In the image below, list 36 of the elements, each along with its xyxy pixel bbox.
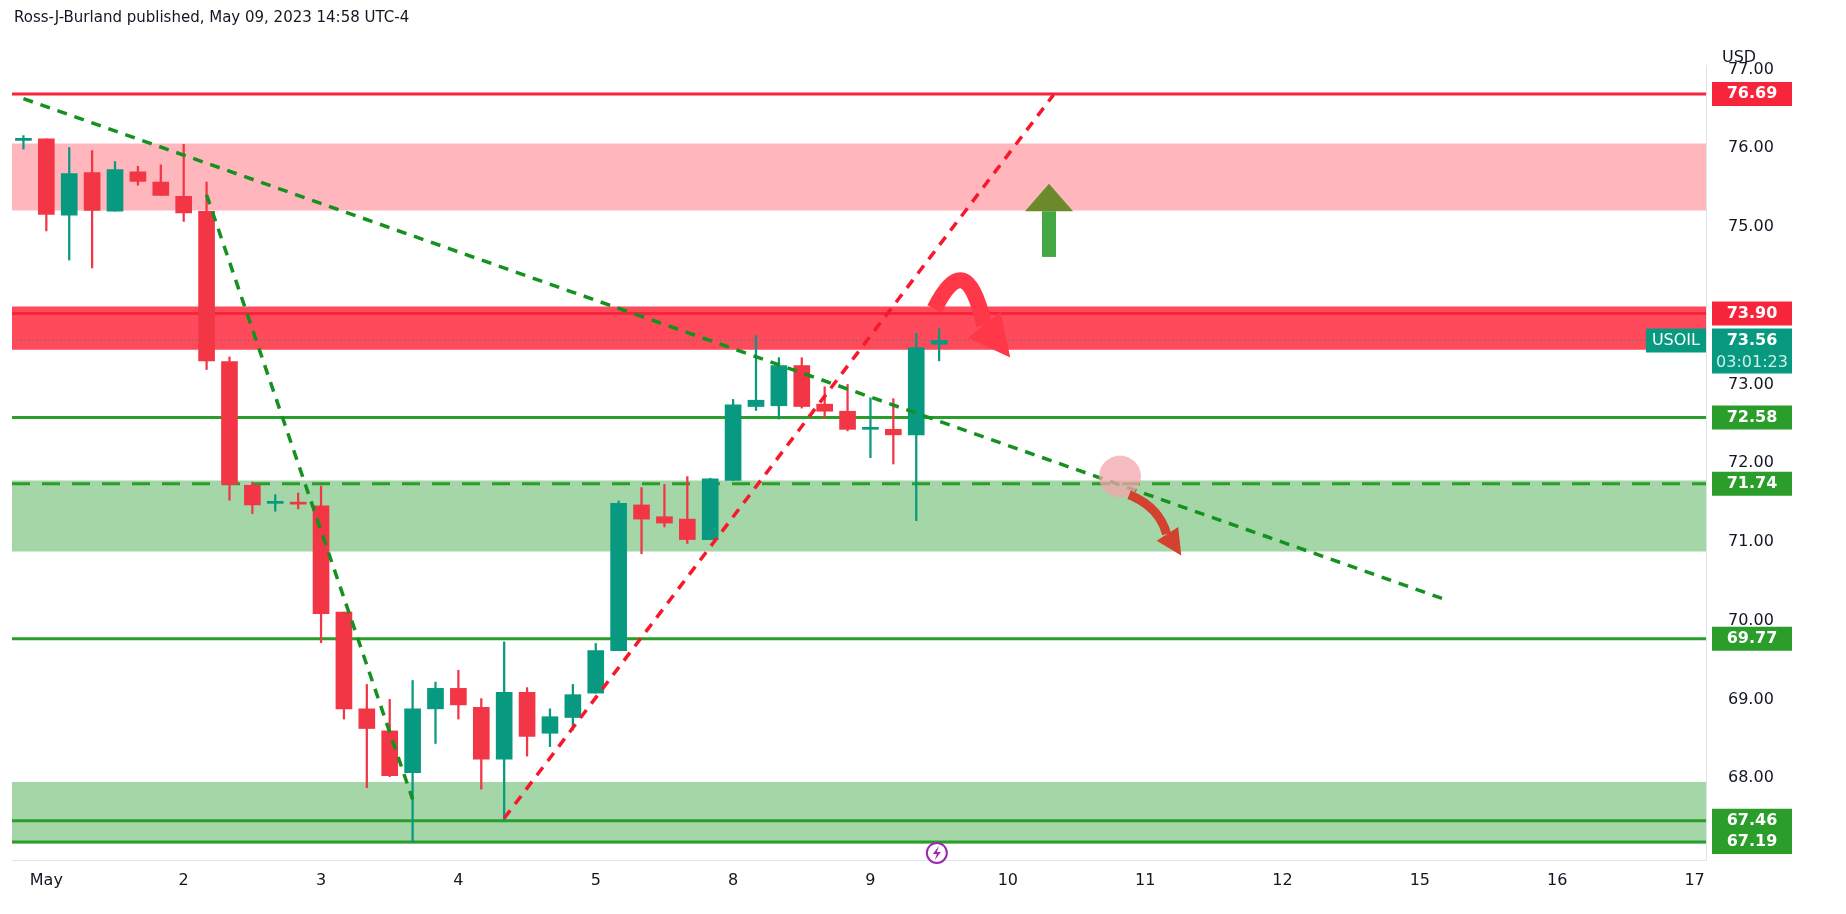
x-tick-label: 5 [590, 869, 601, 889]
ref-line-label: 69.77 [1726, 627, 1778, 647]
x-tick-label: 12 [1272, 869, 1293, 889]
x-tick-label: 4 [453, 869, 464, 889]
ref-line-label: 71.74 [1726, 472, 1778, 492]
y-tick-label: 71.00 [1728, 531, 1774, 551]
y-tick-label: 75.00 [1728, 216, 1774, 236]
y-tick-label: 69.00 [1728, 688, 1774, 708]
ref-line-label: 73.56 [1726, 329, 1778, 349]
y-tick-label: 70.00 [1728, 609, 1774, 629]
x-tick-label: 8 [728, 869, 739, 889]
y-tick-label: 73.00 [1728, 373, 1774, 393]
candlestick [152, 164, 170, 196]
x-tick-label: 3 [315, 869, 327, 889]
chart-title: Ross-J-Burland published, May 09, 2023 14:58 UTC-4 [13, 8, 411, 28]
x-tick-label: 10 [997, 869, 1018, 889]
x-tick-label: 11 [1134, 869, 1156, 889]
ref-line-label: 67.19 [1726, 831, 1778, 851]
ref-line-label: 76.69 [1726, 83, 1778, 103]
x-tick-label: 9 [865, 869, 876, 889]
ref-line-label: 73.90 [1726, 302, 1778, 322]
x-tick-label: 15 [1409, 869, 1431, 889]
candlestick [862, 397, 879, 459]
x-tick-label: 16 [1547, 869, 1568, 889]
ref-line-label: 72.58 [1726, 406, 1778, 426]
x-tick-label: 17 [1684, 869, 1705, 889]
y-tick-label: 76.00 [1728, 137, 1774, 157]
x-tick-label: 2 [178, 869, 189, 889]
y-tick-label: 72.00 [1728, 452, 1774, 472]
candlestick [15, 135, 32, 150]
y-tick-label: 68.00 [1728, 767, 1774, 787]
ref-line-label: 67.46 [1726, 809, 1778, 829]
x-tick-label: May [29, 869, 63, 889]
annotation: USOIL [1651, 329, 1701, 349]
candlestick [266, 494, 284, 512]
text: 03:01:23 [1716, 351, 1788, 371]
